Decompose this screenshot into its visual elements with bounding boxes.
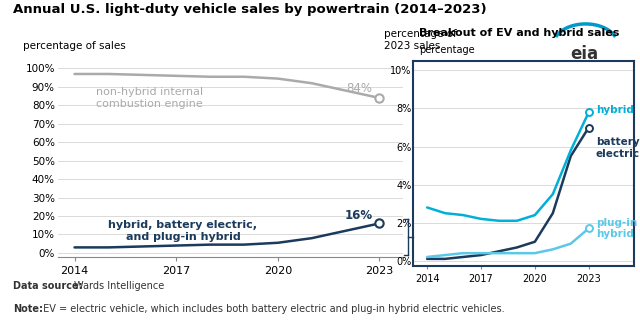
Text: eia: eia — [570, 45, 598, 63]
Text: non-hybrid internal
combustion engine: non-hybrid internal combustion engine — [95, 87, 203, 109]
Text: percentage of sales: percentage of sales — [23, 41, 126, 51]
Text: plug-in
hybrid: plug-in hybrid — [596, 217, 637, 239]
Text: Annual U.S. light-duty vehicle sales by powertrain (2014–2023): Annual U.S. light-duty vehicle sales by … — [13, 3, 486, 16]
Text: 84%: 84% — [347, 82, 372, 95]
Text: Breakout of EV and hybrid sales: Breakout of EV and hybrid sales — [419, 28, 620, 38]
Text: Data source:: Data source: — [13, 281, 83, 291]
Text: percentage: percentage — [419, 45, 475, 55]
Text: hybrid, battery electric,
and plug-in hybrid: hybrid, battery electric, and plug-in hy… — [108, 220, 257, 241]
Text: hybrid: hybrid — [596, 105, 634, 115]
Text: Note:: Note: — [13, 304, 43, 314]
Text: battery
electric: battery electric — [596, 137, 640, 159]
Text: EV = electric vehicle, which includes both battery electric and plug-in hybrid e: EV = electric vehicle, which includes bo… — [40, 304, 504, 314]
Text: 16%: 16% — [344, 210, 372, 222]
Text: Wards Intelligence: Wards Intelligence — [74, 281, 164, 291]
Text: percentage of
2023 sales: percentage of 2023 sales — [384, 29, 457, 51]
